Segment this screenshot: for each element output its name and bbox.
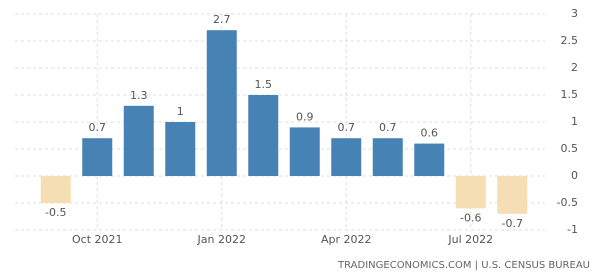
value-label: 0.7 — [338, 121, 356, 134]
y-tick-label: 2.5 — [561, 34, 579, 47]
bar — [414, 143, 445, 176]
bar — [206, 30, 237, 177]
y-tick-label: 2 — [571, 61, 578, 74]
source: TRADINGECONOMICS.COM | U.S. CENSUS BUREA… — [337, 260, 590, 271]
bar — [165, 122, 196, 176]
value-label: 0.9 — [296, 110, 314, 123]
x-tick-label: Oct 2021 — [72, 233, 123, 246]
y-tick-label: 1 — [571, 115, 578, 128]
bar — [289, 127, 320, 176]
bar — [82, 138, 113, 176]
bar — [497, 176, 528, 214]
value-label: 1.5 — [255, 78, 273, 91]
y-tick-label: -0.5 — [557, 196, 578, 209]
value-label: 0.6 — [421, 127, 439, 140]
bar — [123, 105, 154, 176]
bar — [455, 176, 486, 209]
x-tick-label: Apr 2022 — [321, 233, 372, 246]
x-tick-label: Jul 2022 — [447, 233, 493, 246]
y-tick-label: 1.5 — [561, 88, 579, 101]
value-label: -0.5 — [45, 206, 66, 219]
value-label: -0.7 — [502, 217, 523, 230]
bar — [372, 138, 403, 176]
value-label: 1.3 — [130, 89, 148, 102]
value-label: 0.7 — [89, 121, 107, 134]
y-tick-label: 3 — [571, 7, 578, 20]
bar — [248, 95, 279, 176]
value-label: 0.7 — [379, 121, 397, 134]
value-label: 2.7 — [213, 13, 231, 26]
x-tick-label: Jan 2022 — [197, 233, 246, 246]
y-tick-label: 0.5 — [561, 142, 579, 155]
value-label: 1 — [177, 105, 184, 118]
bar — [331, 138, 362, 176]
y-tick-label: -1 — [567, 223, 578, 236]
value-label: -0.6 — [460, 211, 481, 224]
y-tick-label: 0 — [571, 169, 578, 182]
bar — [40, 176, 71, 203]
